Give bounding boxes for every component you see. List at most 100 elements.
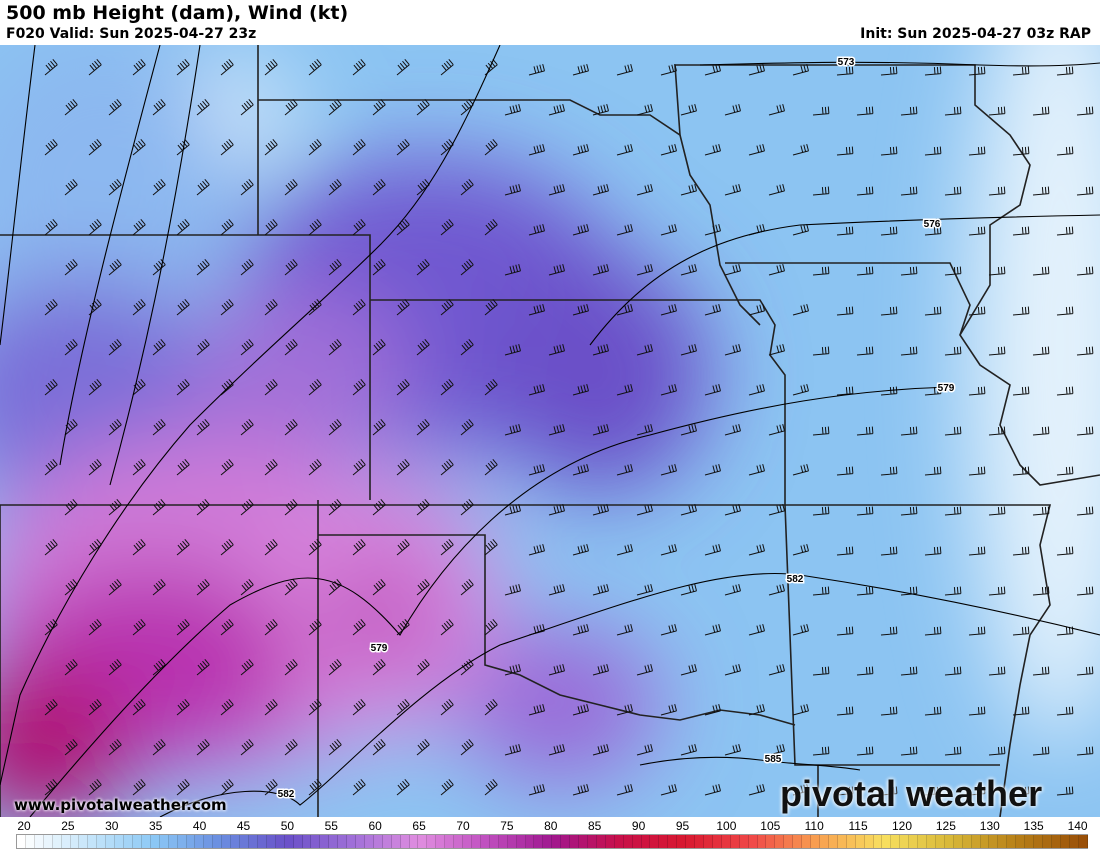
- colorbar-swatch: [275, 835, 285, 848]
- colorbar-swatch: [516, 835, 526, 848]
- wind-barb: [108, 738, 122, 756]
- wind-barb: [988, 186, 1006, 196]
- wind-barb: [1032, 666, 1050, 676]
- wind-barb: [440, 698, 454, 716]
- colorbar-swatch: [195, 835, 205, 848]
- colorbar-swatch: [489, 835, 499, 848]
- wind-barb: [484, 298, 498, 316]
- contour-label: 585: [765, 754, 782, 765]
- contour-label: 576: [924, 219, 941, 230]
- wind-barb: [220, 138, 234, 156]
- wind-barb: [792, 63, 809, 76]
- wind-barb: [988, 106, 1006, 116]
- wind-barb: [836, 706, 854, 716]
- wind-barb: [1056, 546, 1074, 556]
- wind-barb: [372, 738, 386, 756]
- wind-barb: [724, 183, 741, 196]
- wind-barb: [440, 218, 454, 236]
- wind-barb: [900, 586, 918, 596]
- wind-barb: [460, 338, 474, 356]
- wind-barb: [196, 418, 210, 436]
- wind-barb: [528, 783, 545, 796]
- wind-barb: [704, 303, 721, 316]
- colorbar-tick: 50: [280, 819, 295, 833]
- wind-barb: [724, 583, 741, 596]
- wind-barb: [176, 698, 190, 716]
- wind-barb: [836, 386, 854, 396]
- wind-barb: [944, 426, 962, 436]
- wind-barb: [528, 143, 545, 156]
- wind-barb: [460, 178, 474, 196]
- wind-barb: [264, 458, 278, 476]
- wind-barb: [1076, 426, 1094, 436]
- wind-barb: [416, 578, 430, 596]
- wind-barb: [460, 418, 474, 436]
- wind-barb: [396, 298, 410, 316]
- wind-barb: [1032, 106, 1050, 116]
- wind-barb: [44, 378, 58, 396]
- colorbar-swatch: [186, 835, 196, 848]
- colorbar-swatch: [846, 835, 856, 848]
- colorbar-swatch: [730, 835, 740, 848]
- wind-barb: [440, 138, 454, 156]
- wind-barb: [240, 418, 254, 436]
- wind-barb: [944, 746, 962, 756]
- wind-barb: [1056, 226, 1074, 236]
- wind-barb: [1012, 546, 1030, 556]
- wind-barb: [548, 263, 565, 276]
- wind-barb: [284, 738, 298, 756]
- colorbar-swatch: [534, 835, 544, 848]
- wind-barb: [900, 106, 918, 116]
- colorbar-swatch: [944, 835, 954, 848]
- wind-barb: [416, 658, 430, 676]
- wind-barb: [924, 226, 942, 236]
- wind-barb: [528, 223, 545, 236]
- colorbar-swatch: [356, 835, 365, 848]
- wind-barb: [1056, 706, 1074, 716]
- wind-barb: [944, 106, 962, 116]
- wind-barb: [88, 618, 102, 636]
- wind-barbs: [44, 58, 1094, 796]
- wind-barb: [284, 98, 298, 116]
- wind-barb: [636, 343, 653, 356]
- wind-barb: [396, 458, 410, 476]
- wind-barb: [352, 778, 366, 796]
- colorbar-swatch: [382, 835, 392, 848]
- wind-barb: [1076, 506, 1094, 516]
- colorbar-swatch: [1043, 835, 1052, 848]
- wind-barb: [88, 378, 102, 396]
- wind-barb: [460, 738, 474, 756]
- colorbar-swatch: [409, 835, 419, 848]
- wind-barb: [504, 103, 521, 116]
- wind-barb: [548, 183, 565, 196]
- wind-barb: [132, 618, 146, 636]
- colorbar-swatch: [61, 835, 71, 848]
- weather-map: 573 576 579 579 582 582 585: [0, 45, 1100, 817]
- wind-barb: [220, 458, 234, 476]
- wind-barb: [924, 66, 942, 76]
- colorbar-swatch: [106, 835, 116, 848]
- wind-barb: [308, 58, 322, 76]
- wind-barb: [856, 586, 874, 596]
- wind-barb: [44, 698, 58, 716]
- wind-barb: [880, 66, 898, 76]
- wind-barb: [1012, 146, 1030, 156]
- wind-barb: [504, 183, 521, 196]
- wind-barb: [152, 338, 166, 356]
- wind-barb: [660, 623, 677, 636]
- colorbar-swatch: [338, 835, 348, 848]
- wind-barb: [88, 298, 102, 316]
- colorbar-swatch: [677, 835, 687, 848]
- wind-barb: [484, 618, 498, 636]
- wind-barb: [88, 218, 102, 236]
- wind-barb: [704, 703, 721, 716]
- colorbar-tick: 105: [760, 819, 781, 833]
- wind-barb: [924, 386, 942, 396]
- wind-barb: [880, 626, 898, 636]
- colorbar-swatch: [124, 835, 133, 848]
- wind-barb: [856, 346, 874, 356]
- colorbar-swatch: [811, 835, 820, 848]
- wind-barb: [680, 583, 697, 596]
- wind-barb: [352, 218, 366, 236]
- colorbar-swatch: [97, 835, 107, 848]
